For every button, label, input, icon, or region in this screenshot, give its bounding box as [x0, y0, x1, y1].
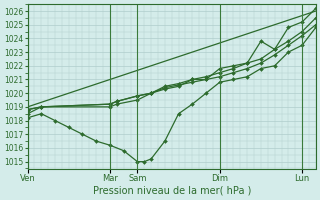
- X-axis label: Pression niveau de la mer( hPa ): Pression niveau de la mer( hPa ): [92, 186, 251, 196]
